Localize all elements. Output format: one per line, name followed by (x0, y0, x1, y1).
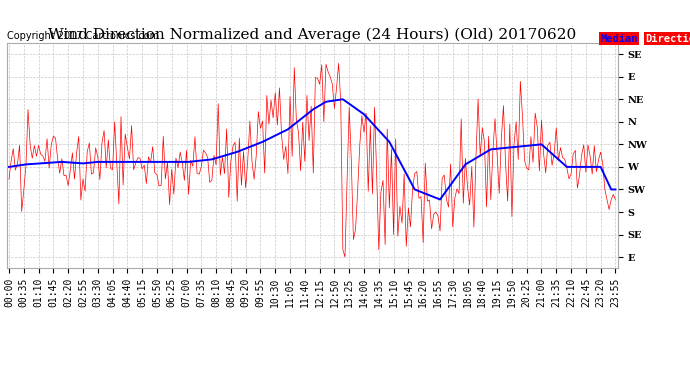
Text: Direction: Direction (645, 34, 690, 44)
Text: Copyright 2017 Cartronics.com: Copyright 2017 Cartronics.com (7, 31, 159, 41)
Text: Median: Median (600, 34, 638, 44)
Title: Wind Direction Normalized and Average (24 Hours) (Old) 20170620: Wind Direction Normalized and Average (2… (48, 28, 576, 42)
